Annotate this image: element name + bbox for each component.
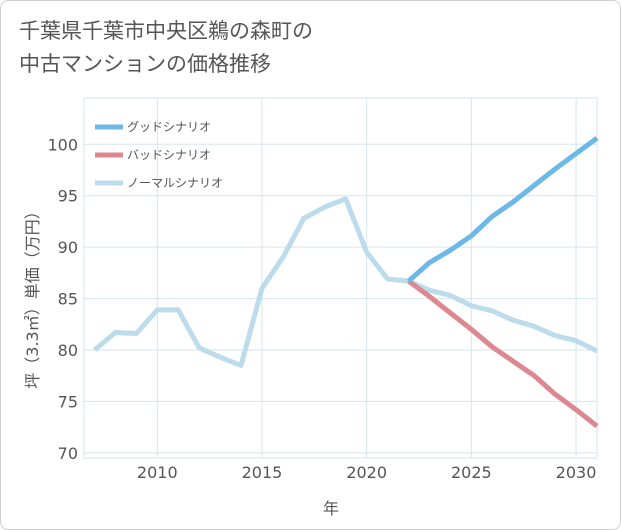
y-tick-label: 80 <box>58 341 78 360</box>
legend-label: バッドシナリオ <box>127 148 211 162</box>
x-tick-label: 2010 <box>137 463 178 482</box>
x-tick-label: 2030 <box>556 463 597 482</box>
plot-frame <box>83 97 598 459</box>
chart-title-line2: 中古マンションの価格推移 <box>19 52 271 76</box>
y-tick-label: 90 <box>58 238 78 257</box>
chart-title: 千葉県千葉市中央区鵜の森町の 中古マンションの価格推移 <box>19 15 313 81</box>
legend-item-good: グッドシナリオ <box>95 120 211 134</box>
axis-ticks: 2010 2015 2020 2025 2030 70 75 80 85 90 95 100 <box>47 135 596 482</box>
y-tick-label: 70 <box>58 444 78 463</box>
x-tick-label: 2025 <box>451 463 492 482</box>
legend-item-normal: ノーマルシナリオ <box>95 176 223 190</box>
normal-series-line <box>92 196 599 368</box>
good-series-line <box>406 136 599 283</box>
y-tick-label: 75 <box>58 392 78 411</box>
y-tick-label: 100 <box>47 135 78 154</box>
y-axis-title: 坪（3.3㎡）単価（万円） <box>23 203 42 388</box>
chart-title-line1: 千葉県千葉市中央区鵜の森町の <box>19 19 313 43</box>
x-tick-label: 2020 <box>346 463 387 482</box>
y-tick-label: 95 <box>58 187 78 206</box>
grid <box>83 97 598 459</box>
legend-label: グッドシナリオ <box>127 120 211 134</box>
bad-series-line <box>407 279 599 429</box>
x-axis-title: 年 <box>323 499 339 518</box>
legend-label: ノーマルシナリオ <box>127 176 223 190</box>
y-tick-label: 85 <box>58 290 78 309</box>
legend-item-bad: バッドシナリオ <box>95 148 211 162</box>
x-tick-label: 2015 <box>242 463 283 482</box>
series-lines <box>92 136 599 429</box>
